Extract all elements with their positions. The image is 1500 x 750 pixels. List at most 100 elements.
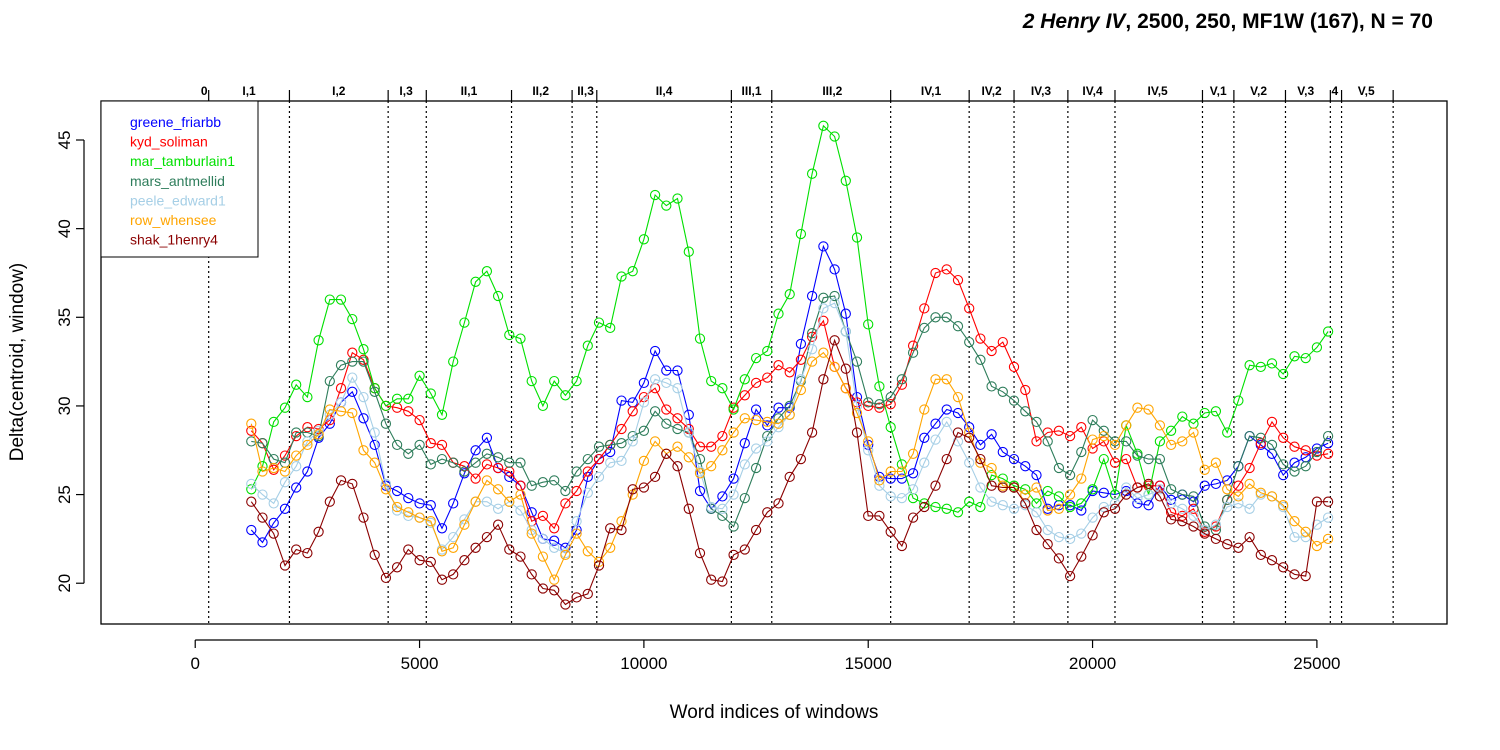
data-point (448, 569, 459, 580)
data-point (919, 457, 930, 468)
x-axis: 0 5000 10000 15000 20000 25000 (190, 639, 1341, 673)
data-point (1300, 352, 1311, 364)
data-point (1177, 503, 1188, 514)
data-point (986, 462, 997, 474)
data-point (1311, 519, 1323, 530)
data-point (1244, 430, 1255, 442)
data-point (941, 453, 952, 465)
data-point (1053, 503, 1065, 514)
data-point (997, 482, 1008, 493)
data-point (941, 503, 952, 514)
data-point (1031, 482, 1042, 493)
data-point (1233, 461, 1244, 472)
data-point (706, 574, 717, 585)
data-point (1177, 516, 1188, 527)
data-point (1188, 521, 1199, 532)
data-point (582, 546, 593, 557)
data-point (885, 473, 896, 484)
data-point (1244, 478, 1255, 490)
data-point (515, 333, 526, 344)
data-point (694, 453, 706, 465)
data-point (750, 377, 762, 389)
data-point (448, 356, 459, 367)
data-point (649, 345, 661, 357)
data-point (818, 303, 829, 314)
data-point (549, 475, 560, 486)
data-point (391, 505, 403, 516)
data-point (762, 507, 773, 518)
data-point (492, 503, 504, 514)
data-point (851, 427, 863, 438)
data-point (414, 498, 425, 509)
y-tick-label: 40 (55, 219, 74, 238)
data-point (1064, 533, 1076, 545)
data-point (1098, 436, 1109, 447)
data-point (593, 317, 605, 328)
data-point (1177, 436, 1188, 447)
data-point (773, 360, 784, 371)
data-point (1008, 482, 1020, 493)
data-point (649, 471, 661, 483)
data-point (481, 266, 493, 277)
data-point (829, 131, 840, 142)
data-point (672, 423, 683, 435)
data-point (391, 393, 403, 404)
data-point (1076, 473, 1087, 484)
data-point (874, 402, 885, 413)
data-point (291, 379, 302, 390)
data-point (347, 386, 358, 397)
data-point (728, 404, 739, 415)
legend-entry: shak_1henry4 (130, 232, 218, 248)
data-point (1132, 492, 1143, 504)
data-point (1020, 498, 1031, 509)
data-point (773, 308, 784, 319)
data-point (369, 439, 380, 451)
data-point (537, 400, 549, 412)
data-point (324, 375, 335, 387)
data-point (571, 375, 582, 387)
data-point (1322, 430, 1334, 442)
data-point (739, 374, 750, 385)
data-point (818, 347, 829, 358)
data-point (605, 457, 616, 468)
data-point (1076, 446, 1087, 458)
data-point (492, 462, 504, 474)
data-point (302, 466, 313, 477)
scene-label: V,5 (1358, 84, 1375, 98)
data-point (706, 501, 717, 513)
data-point (829, 361, 840, 373)
data-point (1222, 539, 1233, 550)
data-point (638, 482, 650, 493)
data-point (1244, 360, 1255, 371)
data-point (986, 381, 997, 392)
data-point (784, 367, 795, 378)
data-point (1233, 395, 1244, 406)
data-point (1278, 469, 1289, 481)
data-point (762, 416, 773, 428)
data-point (470, 542, 481, 553)
data-point (347, 372, 358, 383)
data-point (492, 290, 504, 302)
data-point (1076, 505, 1087, 516)
scene-label: IV,5 (1147, 84, 1168, 98)
data-point (1278, 432, 1289, 443)
data-point (1109, 439, 1121, 451)
data-point (391, 439, 403, 451)
data-point (706, 441, 717, 452)
data-point (291, 430, 302, 442)
data-point (672, 365, 683, 376)
data-point (1064, 430, 1076, 442)
data-point (347, 356, 358, 367)
data-point (537, 477, 549, 488)
data-point (436, 453, 448, 465)
x-tick-label: 25000 (1293, 654, 1340, 673)
data-point (840, 308, 851, 319)
data-point (627, 436, 638, 447)
data-point (874, 475, 885, 486)
data-point (1199, 464, 1210, 475)
data-point (1154, 436, 1166, 447)
data-point (1087, 414, 1098, 426)
x-tick-label: 10000 (620, 654, 667, 673)
data-point (1233, 491, 1244, 502)
